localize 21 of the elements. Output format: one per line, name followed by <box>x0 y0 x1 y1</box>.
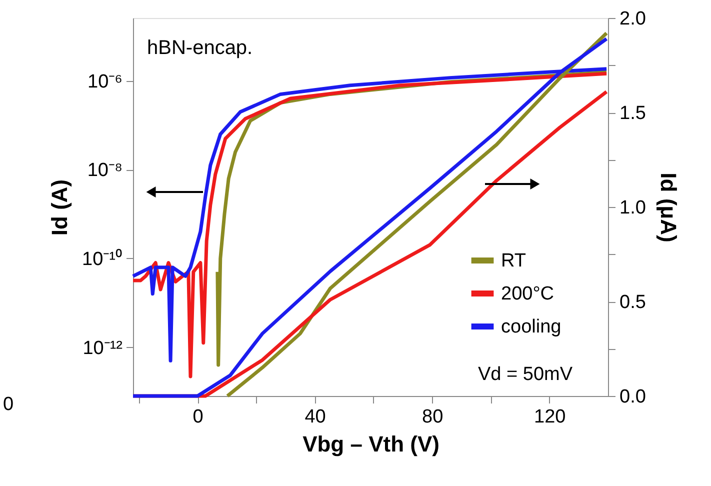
y2-axis-title: Id (μA) <box>656 172 681 242</box>
legend-label: RT <box>501 250 526 272</box>
y2-tick-label: 2.0 <box>620 8 646 30</box>
legend-label: cooling <box>501 316 562 338</box>
annotation: hBN-encap. <box>147 37 253 59</box>
y-tick-label: 10⁻⁸ <box>87 160 122 182</box>
x-tick-label: 0 <box>192 406 204 428</box>
x-axis-title: Vbg – Vth (V) <box>302 432 440 456</box>
y2-tick-label: 1.0 <box>620 198 646 218</box>
y2-tick-label: 0.0 <box>620 386 646 408</box>
y2-tick-label: 1.5 <box>620 103 646 124</box>
legend-label: 200°C <box>501 284 554 304</box>
y-axis-title: Id (A) <box>47 179 72 236</box>
x-tick-label: 40 <box>304 406 326 428</box>
annotation: Vd = 50mV <box>478 364 573 385</box>
x-tick-label: 120 <box>534 406 566 428</box>
y2-tick-label: 0.5 <box>620 292 646 313</box>
y-tick-label: 10⁻¹² <box>82 338 122 359</box>
x-tick-label: 80 <box>422 406 444 428</box>
y-tick-label: 10⁻⁶ <box>88 71 122 92</box>
y-tick-label: 10⁻¹⁰ <box>82 248 122 270</box>
